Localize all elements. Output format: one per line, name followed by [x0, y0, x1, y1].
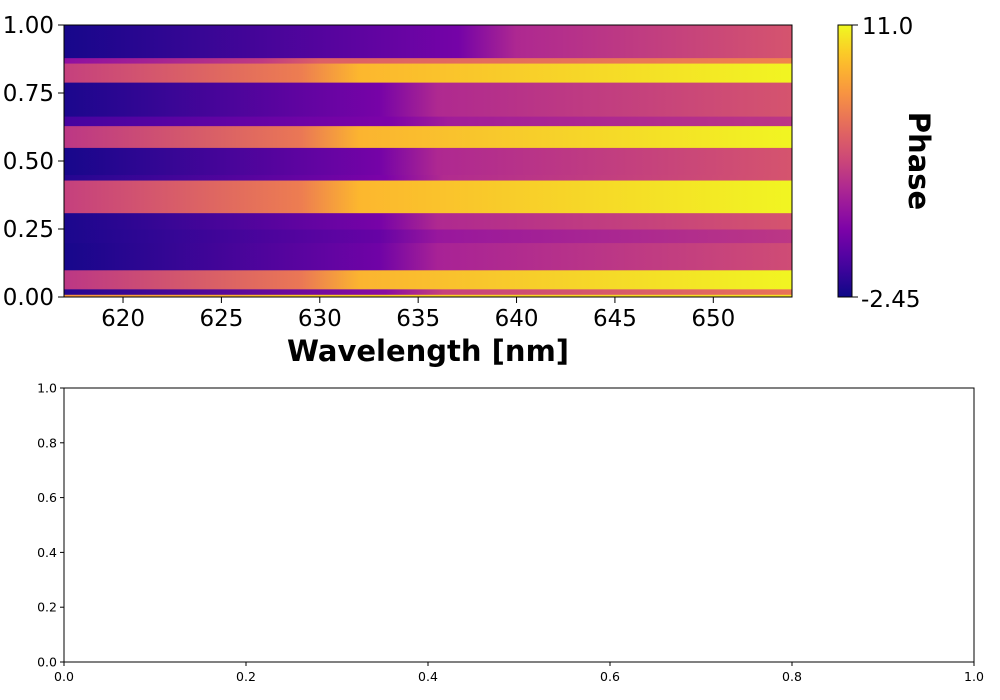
colorbar: 11.0 -2.45 Phase: [837, 14, 936, 313]
colorbar-max-label: 11.0: [862, 14, 913, 40]
heatmap-band: [64, 174, 792, 181]
y-tick-label: 0.8: [37, 435, 57, 450]
heatmap-plot: 620 625 630 635 640 645 650 0.00 0.25 0.50 0.75 1.0…: [3, 13, 793, 368]
x-tick-label: 635: [396, 306, 440, 332]
x-tick-label: 0.0: [54, 669, 74, 684]
heatmap-band: [64, 147, 792, 176]
y-tick-label: 0.75: [3, 81, 54, 107]
heatmap-band: [64, 212, 792, 230]
x-tick-label: 650: [691, 306, 735, 332]
colorbar-min-label: -2.45: [861, 287, 921, 313]
x-tick-label: 640: [495, 306, 539, 332]
heatmap-band: [64, 180, 792, 214]
heatmap-band: [64, 294, 792, 298]
heatmap-band: [64, 25, 792, 59]
y-tick-label: 1.00: [3, 13, 54, 39]
x-tick-label: 1.0: [964, 669, 984, 684]
heatmap-band: [64, 229, 792, 244]
x-tick-label: 630: [298, 306, 342, 332]
y-tick-label: 0.0: [37, 655, 57, 670]
y-tick-label: 0.6: [37, 490, 57, 505]
y-tick-label: 0.25: [3, 217, 54, 243]
x-axis-label: Wavelength [nm]: [287, 334, 569, 368]
colorbar-bar: [837, 24, 853, 298]
heatmap-band: [64, 242, 792, 271]
x-tick-label: 625: [199, 306, 243, 332]
x-tick-label: 0.6: [600, 669, 620, 684]
x-tick-label: 0.4: [418, 669, 438, 684]
heatmap-band: [64, 269, 792, 290]
x-tick-label: 0.2: [236, 669, 256, 684]
empty-axes-frame: [63, 387, 975, 663]
y-tick-label: 0.50: [3, 149, 54, 175]
colorbar-label: Phase: [902, 112, 936, 210]
x-tick-label: 620: [101, 306, 145, 332]
x-tick-label: 645: [593, 306, 637, 332]
heatmap-band: [64, 57, 792, 64]
empty-axes-plot: 0.0 0.2 0.4 0.6 0.8 1.0 0.0 0.2 0.4 0.6 0.8 1.0: [37, 381, 984, 685]
heatmap-band: [64, 63, 792, 83]
x-tick-label: 0.8: [782, 669, 802, 684]
heatmap-band: [64, 82, 792, 117]
heatmap-band: [64, 288, 792, 295]
y-tick-label: 1.0: [37, 381, 57, 396]
y-tick-label: 0.2: [37, 600, 57, 615]
y-tick-label: 0.00: [3, 285, 54, 311]
heatmap-band: [64, 125, 792, 148]
y-tick-label: 0.4: [37, 545, 57, 560]
heatmap-band: [64, 116, 792, 127]
